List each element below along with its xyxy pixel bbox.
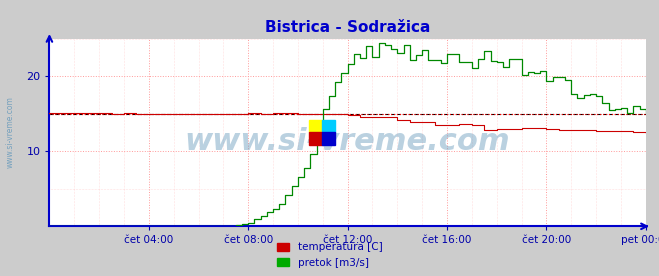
Bar — [309, 120, 322, 132]
Text: www.si-vreme.com: www.si-vreme.com — [185, 127, 511, 156]
Bar — [322, 132, 335, 145]
Bar — [309, 132, 322, 145]
Legend: temperatura [C], pretok [m3/s]: temperatura [C], pretok [m3/s] — [273, 239, 386, 271]
Text: www.si-vreme.com: www.si-vreme.com — [5, 97, 14, 168]
Title: Bistrica - Sodražica: Bistrica - Sodražica — [265, 20, 430, 35]
Bar — [322, 120, 335, 132]
